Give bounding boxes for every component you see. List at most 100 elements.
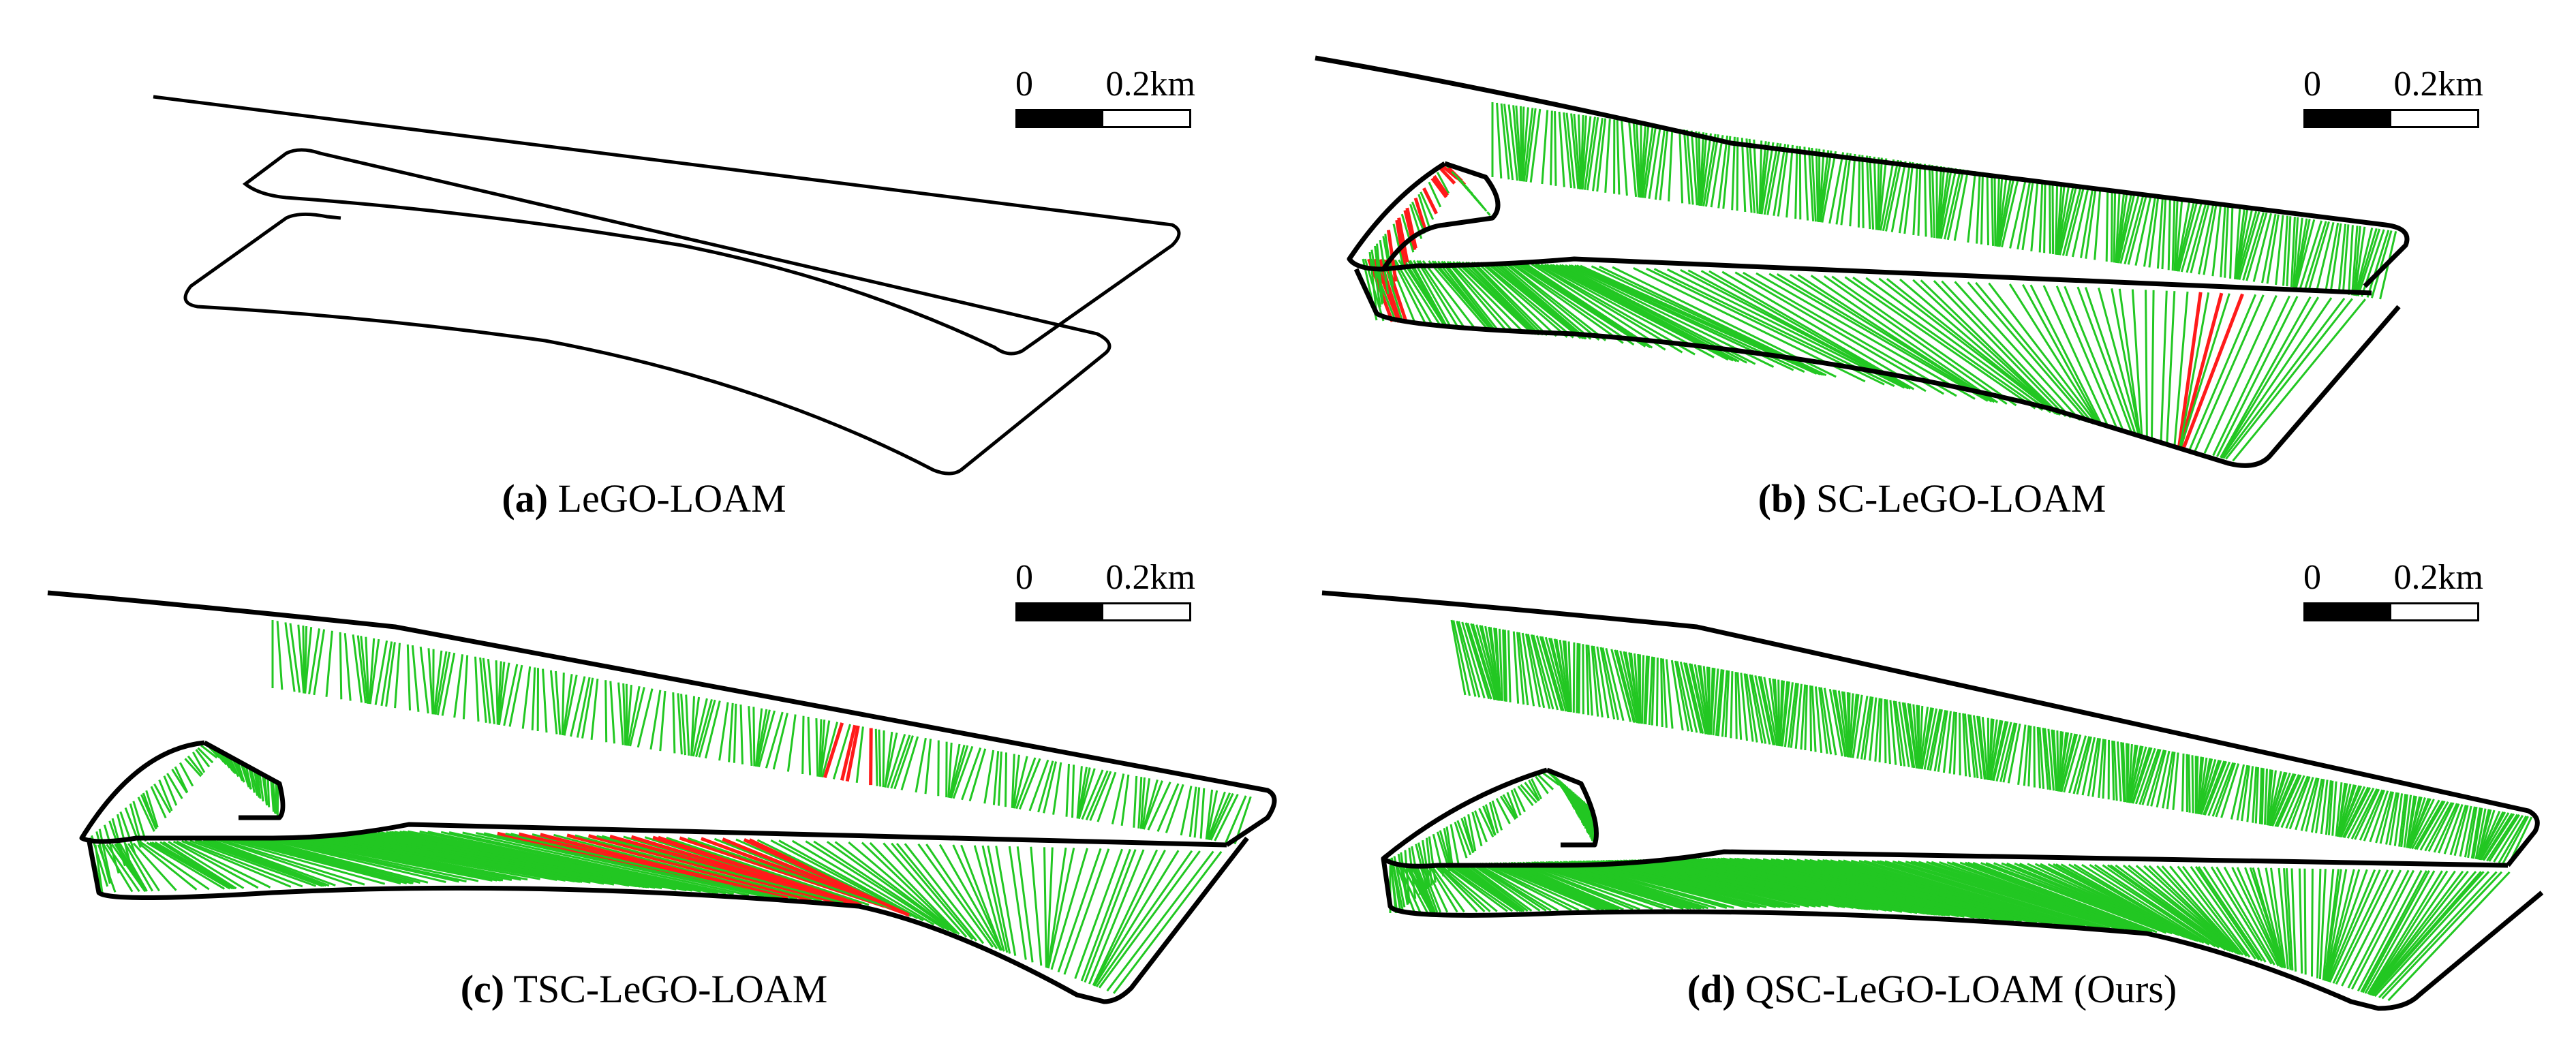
caption-title: LeGO-LOAM bbox=[557, 476, 786, 521]
true-loop-line bbox=[1674, 660, 1689, 732]
true-loop-line bbox=[1137, 777, 1143, 829]
true-loop-line bbox=[1461, 621, 1486, 699]
true-loop-line bbox=[1962, 713, 1967, 777]
true-loop-line bbox=[2346, 788, 2375, 839]
false-loop-line bbox=[540, 833, 788, 900]
true-loop-line bbox=[2363, 790, 2385, 841]
true-loop-line bbox=[1368, 251, 1378, 314]
true-loop-line bbox=[2175, 201, 2191, 272]
true-loop-line bbox=[1781, 681, 1790, 747]
true-loop-line bbox=[1458, 261, 1537, 335]
true-loop-line bbox=[1394, 259, 1434, 326]
true-loop-line bbox=[1456, 621, 1477, 697]
true-loop-line bbox=[2245, 212, 2268, 281]
true-loop-line bbox=[2113, 191, 2117, 263]
true-loop-line bbox=[1397, 853, 1409, 906]
true-loop-line bbox=[1740, 673, 1748, 741]
true-loop-line bbox=[2225, 298, 2353, 460]
true-loop-line bbox=[1991, 173, 1994, 246]
true-loop-line bbox=[1937, 167, 1950, 239]
true-loop-line bbox=[1972, 861, 2158, 933]
true-loop-line bbox=[496, 661, 502, 725]
true-loop-line bbox=[786, 714, 797, 772]
true-loop-line bbox=[1008, 846, 1027, 960]
true-loop-line bbox=[1895, 700, 1906, 767]
true-loop-line bbox=[154, 841, 235, 890]
trajectory-line bbox=[86, 836, 1249, 1004]
true-loop-line bbox=[924, 739, 932, 794]
true-loop-line bbox=[474, 656, 480, 722]
true-loop-line bbox=[2242, 212, 2265, 281]
true-loop-line bbox=[1774, 679, 1780, 746]
true-loop-line bbox=[2354, 228, 2374, 296]
scale-bar-graphic bbox=[2303, 602, 2479, 621]
true-loop-line bbox=[1877, 158, 1888, 231]
true-loop-line bbox=[1458, 621, 1481, 698]
true-loop-line bbox=[1528, 779, 1541, 801]
true-loop-line bbox=[2241, 765, 2250, 822]
true-loop-line bbox=[2271, 773, 2297, 827]
true-loop-line bbox=[1651, 657, 1655, 726]
true-loop-line bbox=[2197, 866, 2263, 962]
true-loop-line bbox=[2146, 750, 2165, 806]
true-loop-line bbox=[1447, 863, 1519, 912]
true-loop-line bbox=[1106, 850, 1214, 992]
true-loop-line bbox=[1471, 261, 1544, 336]
true-loop-line bbox=[1573, 113, 1582, 189]
true-loop-line bbox=[487, 658, 495, 724]
true-loop-line bbox=[2224, 207, 2229, 278]
true-loop-line bbox=[1541, 110, 1549, 185]
true-loop-line bbox=[1831, 275, 2017, 407]
true-loop-line bbox=[1516, 632, 1525, 705]
true-loop-line bbox=[1679, 661, 1698, 733]
true-loop-line bbox=[1773, 144, 1787, 216]
true-loop-line bbox=[259, 837, 446, 883]
true-loop-line bbox=[1474, 863, 1552, 912]
true-loop-line bbox=[1748, 138, 1756, 213]
true-loop-line bbox=[248, 767, 256, 793]
true-loop-line bbox=[1567, 641, 1572, 713]
true-loop-line bbox=[1512, 631, 1520, 704]
true-loop-line bbox=[2267, 772, 2288, 826]
true-loop-line bbox=[627, 685, 641, 746]
true-loop-line bbox=[211, 839, 336, 886]
caption-c: (c) TSC-LeGO-LOAM bbox=[0, 968, 1288, 1011]
true-loop-line bbox=[1753, 139, 1759, 214]
true-loop-line bbox=[1695, 131, 1700, 206]
true-loop-line bbox=[2156, 865, 2241, 955]
true-loop-line bbox=[772, 713, 788, 770]
true-loop-line bbox=[878, 729, 882, 787]
true-loop-line bbox=[2304, 221, 2327, 290]
true-loop-line bbox=[884, 732, 898, 788]
true-loop-line bbox=[2269, 772, 2291, 827]
true-loop-line bbox=[1456, 863, 1523, 912]
true-loop-line bbox=[2063, 734, 2082, 793]
true-loop-line bbox=[1507, 862, 1615, 911]
true-loop-line bbox=[2258, 767, 2263, 824]
scale-label-start: 0 bbox=[2303, 558, 2321, 597]
true-loop-line bbox=[394, 643, 401, 709]
true-loop-line bbox=[255, 771, 261, 798]
true-loop-line bbox=[2055, 863, 2197, 942]
true-loop-line bbox=[124, 807, 142, 848]
true-loop-line bbox=[2044, 728, 2052, 790]
true-loop-line bbox=[1208, 792, 1231, 841]
true-loop-line bbox=[1428, 181, 1442, 208]
true-loop-line bbox=[832, 724, 851, 779]
true-loop-line bbox=[1531, 263, 1666, 351]
true-loop-line bbox=[1736, 137, 1739, 211]
true-loop-line bbox=[2335, 869, 2394, 985]
scale-bar-b: 0 0.2km bbox=[2303, 65, 2483, 140]
true-loop-line bbox=[1550, 638, 1569, 712]
true-loop-line bbox=[2141, 749, 2162, 805]
caption-title: QSC-LeGO-LOAM (Ours) bbox=[1745, 967, 2177, 1011]
true-loop-line bbox=[103, 824, 120, 874]
scale-label-end: 0.2km bbox=[2393, 65, 2483, 104]
true-loop-line bbox=[728, 702, 734, 762]
trajectory-line bbox=[1353, 268, 2401, 468]
true-loop-line bbox=[1549, 771, 1564, 788]
true-loop-line bbox=[189, 839, 317, 887]
trajectory-line bbox=[1315, 55, 2410, 288]
true-loop-line bbox=[1417, 194, 1430, 227]
true-loop-line bbox=[521, 666, 532, 729]
